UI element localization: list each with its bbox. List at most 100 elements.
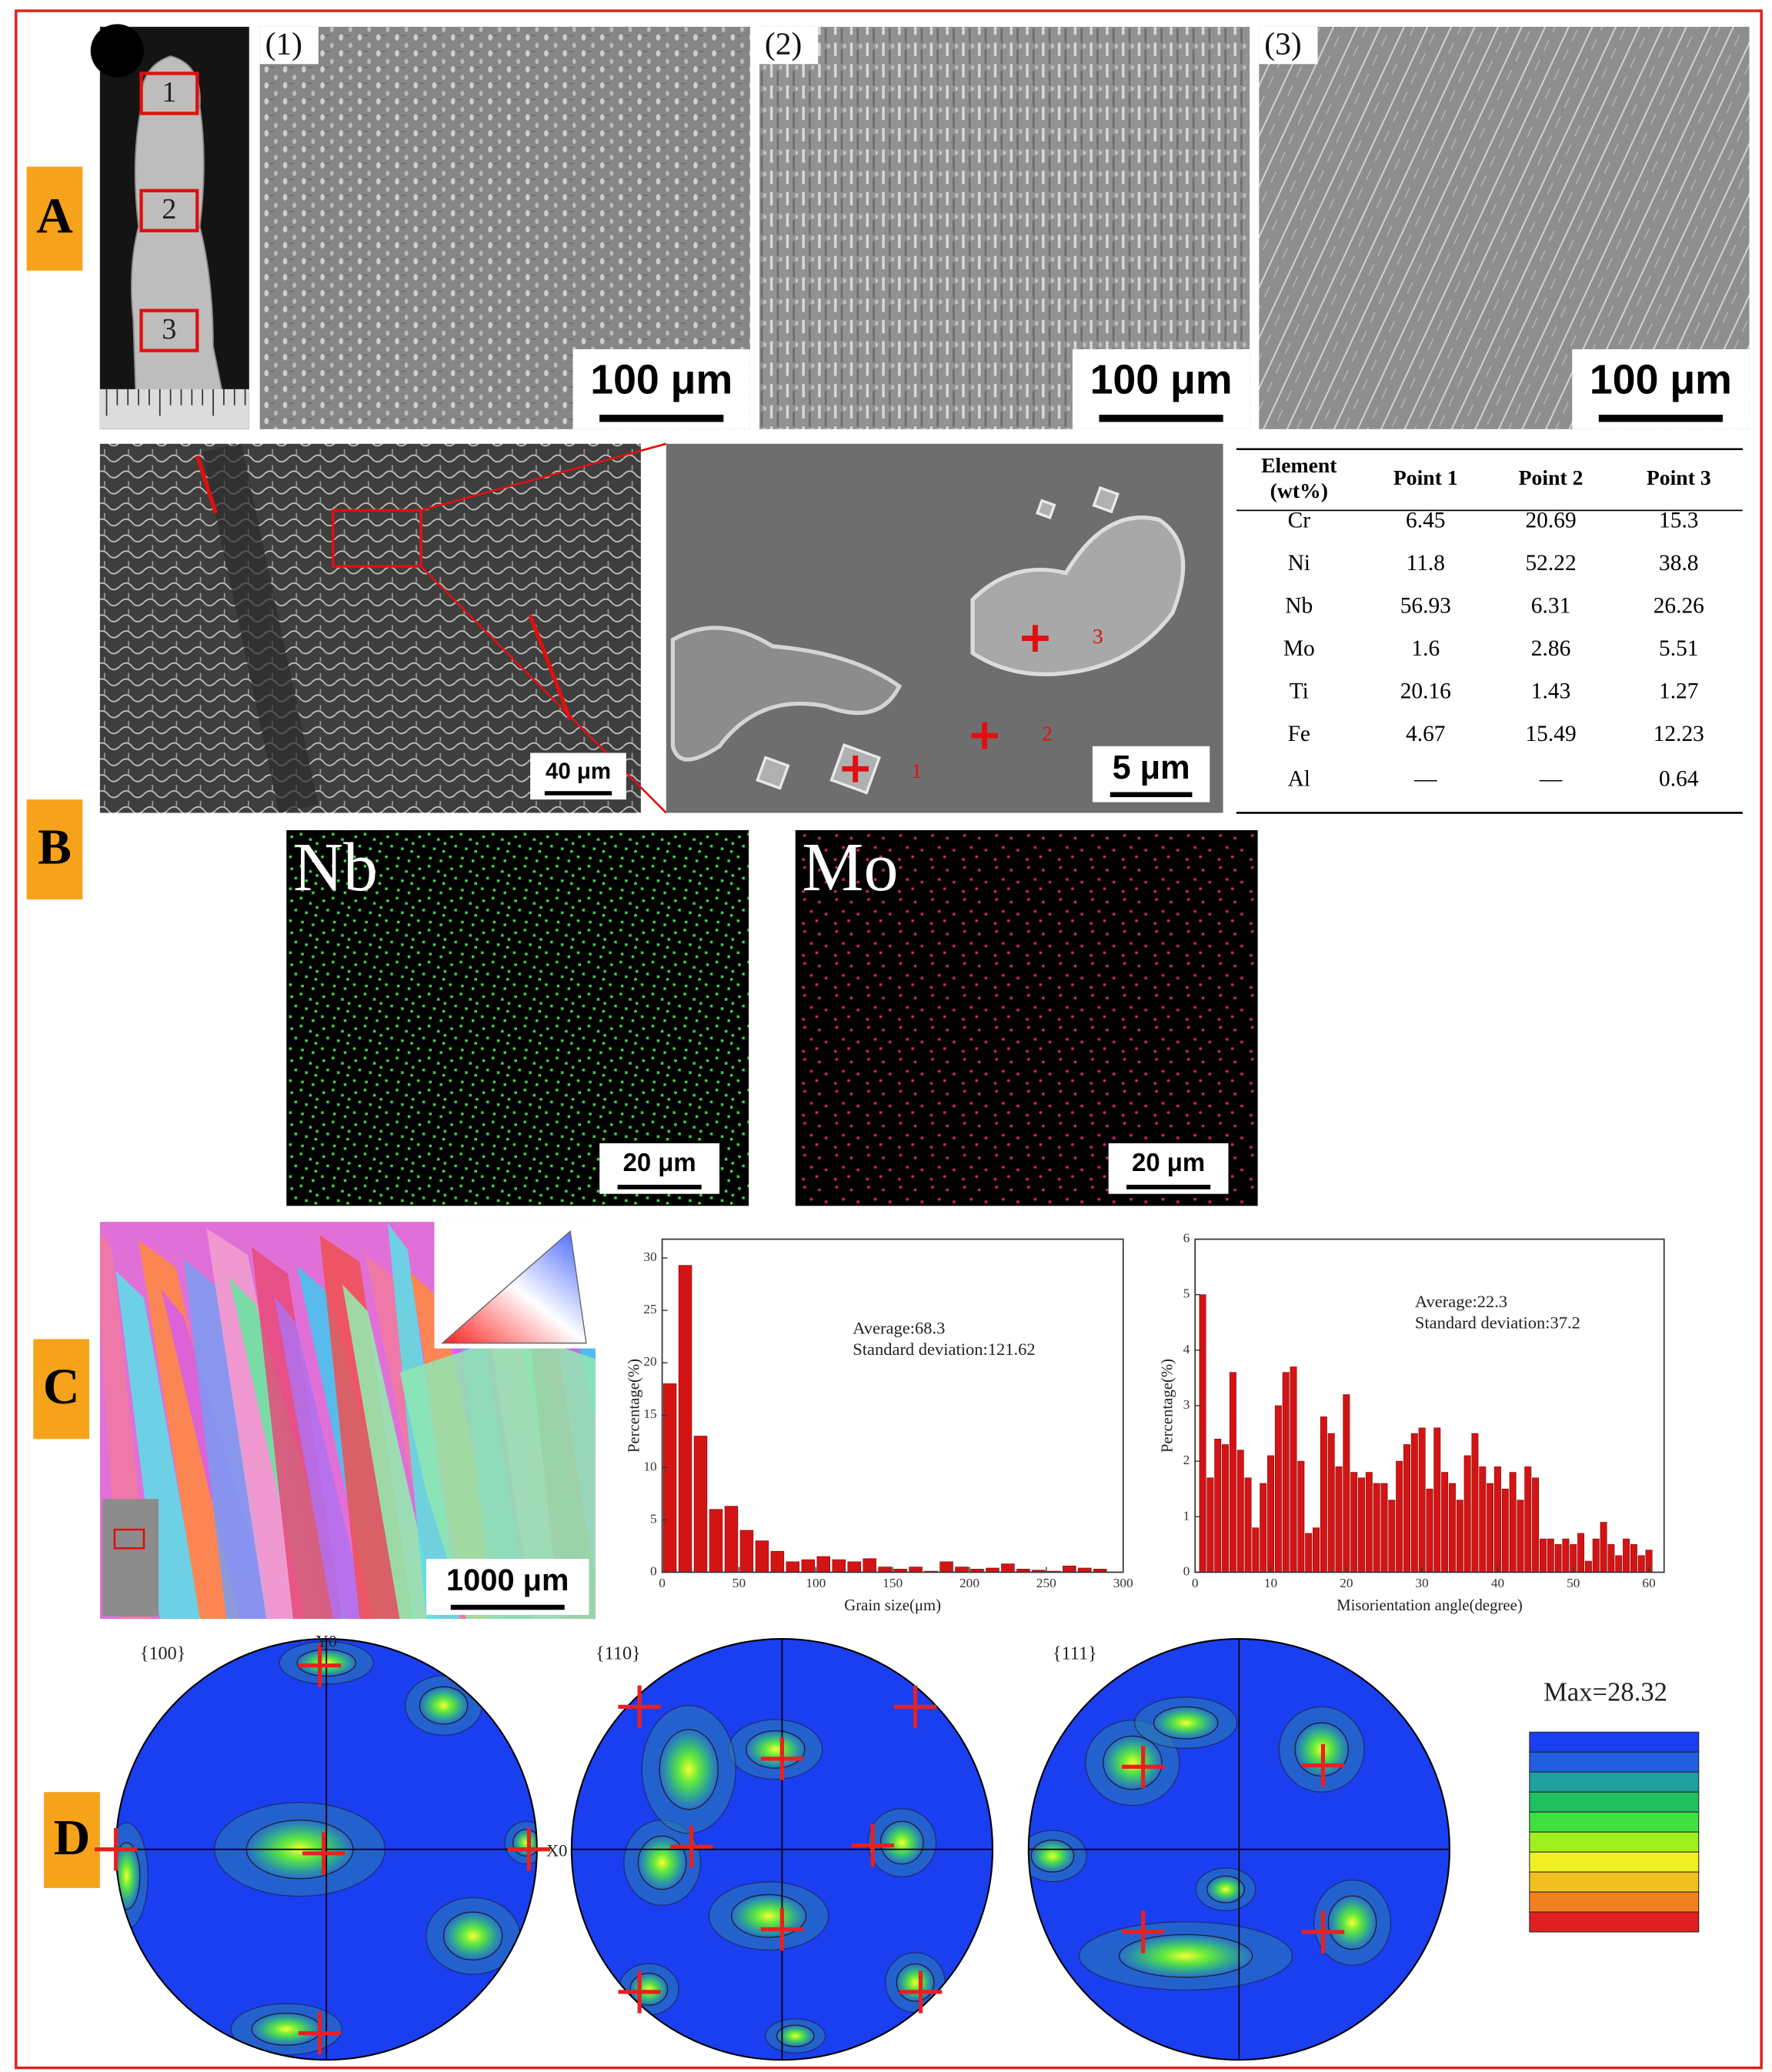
y-tick-label: 5 [1183, 1286, 1190, 1301]
panel-label: C [43, 1359, 80, 1415]
table-cell: 1.6 [1411, 636, 1440, 661]
table-cell: 6.31 [1531, 594, 1571, 619]
x-tick-label: 30 [1416, 1576, 1429, 1590]
colorbar-band [1529, 1731, 1700, 1753]
histogram-bar [1297, 1460, 1305, 1573]
histogram-bar [770, 1550, 785, 1573]
histogram-bar [1600, 1522, 1607, 1573]
histogram-bar [1388, 1500, 1396, 1573]
histogram-bar [1063, 1565, 1076, 1573]
table-cell: — [1539, 767, 1563, 792]
colorbar-band [1529, 1811, 1700, 1833]
table-header: Point 1 [1393, 465, 1458, 489]
region-box [139, 189, 199, 232]
grain [274, 1296, 368, 1620]
histogram-bar [1562, 1538, 1570, 1573]
y-tick-label: 1 [1183, 1508, 1190, 1523]
histogram-bar [1493, 1466, 1501, 1573]
histogram-bar [1199, 1294, 1206, 1573]
scale-bar-label: 5 μm [1113, 749, 1190, 786]
density-blob [1103, 1735, 1163, 1790]
scale-bar [450, 1604, 565, 1610]
scale-bar-label: 1000 μm [446, 1563, 569, 1597]
density-blob [1118, 1934, 1253, 1978]
density-blob [896, 1963, 935, 2002]
y-tick-label: 3 [1183, 1397, 1190, 1412]
histogram-bar [1517, 1500, 1524, 1573]
pole-figure [1027, 1638, 1450, 2061]
scale-bar-label: 20 μm [623, 1148, 696, 1176]
density-blob [637, 1835, 687, 1890]
histogram-bar [1229, 1372, 1236, 1573]
density-blob [1153, 1706, 1219, 1740]
measure-arrow [195, 455, 218, 514]
y-tick-label: 30 [643, 1250, 656, 1264]
histogram-bar [755, 1540, 769, 1573]
histogram-bar [1471, 1433, 1479, 1573]
histogram-bar [1267, 1455, 1275, 1573]
histogram-bar [955, 1567, 969, 1573]
y-axis-label: Percentage(%) [1158, 1359, 1176, 1453]
histogram-bar [939, 1561, 953, 1573]
histogram-bar [693, 1436, 708, 1573]
axis-label: Y0 [315, 1631, 337, 1650]
histogram-bar [1441, 1472, 1449, 1573]
phase-region [970, 515, 1186, 676]
scale-bar-label: 40 μm [546, 759, 611, 784]
table-cell: 20.69 [1525, 509, 1576, 533]
y-tick-label: 5 [650, 1511, 657, 1526]
panel-label: D [54, 1810, 91, 1866]
histogram-bar [832, 1559, 846, 1573]
scale-bar [1598, 415, 1724, 422]
histogram-bar [1539, 1538, 1547, 1573]
density-blob [745, 1730, 806, 1769]
histogram-bar [1554, 1544, 1562, 1573]
histogram-bar [1479, 1466, 1487, 1573]
grain [183, 1259, 272, 1620]
histogram-bar [1282, 1372, 1290, 1573]
histogram-bar [1463, 1455, 1471, 1573]
histogram-bar [909, 1567, 923, 1573]
x-tick-label: 50 [1567, 1576, 1580, 1590]
table-cell: 15.49 [1525, 722, 1576, 746]
colorbar-band [1529, 1871, 1700, 1893]
x-tick-label: 40 [1491, 1576, 1504, 1590]
particle [1092, 485, 1120, 514]
histogram-bar [1547, 1538, 1554, 1573]
histogram-bar [847, 1561, 861, 1573]
table-cell: 26.26 [1654, 594, 1704, 619]
x-axis-label: Grain size(μm) [844, 1597, 941, 1614]
histogram-bar [863, 1558, 876, 1573]
table-cell: Nb [1285, 594, 1313, 619]
density-blob [419, 1686, 469, 1725]
table-cell: 4.67 [1406, 722, 1446, 746]
histogram-bar [1532, 1477, 1540, 1573]
table-cell: 52.22 [1525, 551, 1576, 576]
histogram-bar [1449, 1483, 1456, 1573]
histogram-bar [1615, 1555, 1623, 1573]
histogram-bar [1350, 1472, 1358, 1573]
ipf-key [441, 1230, 587, 1344]
zoom-line [420, 442, 667, 512]
eds-element-label: Mo [802, 829, 898, 906]
histogram-bar [1623, 1538, 1630, 1573]
histogram-bar [1607, 1544, 1615, 1573]
zoom-region [332, 509, 422, 568]
panel-label: A [36, 189, 73, 245]
histogram-bar [1252, 1527, 1260, 1573]
point-label: 1 [911, 759, 922, 782]
scale-bar-label: 100 μm [1590, 357, 1732, 403]
y-tick-label: 10 [643, 1459, 656, 1473]
panel-label-box [44, 1792, 100, 1888]
particle [1035, 499, 1056, 519]
measure-arrow [528, 615, 572, 721]
annotation: Standard deviation:121.62 [853, 1340, 1035, 1359]
table-cell: 0.64 [1659, 767, 1699, 792]
scale-bar-label: 100 μm [590, 357, 732, 403]
x-tick-label: 60 [1642, 1576, 1655, 1590]
histogram-bar [801, 1559, 816, 1573]
histogram-bar [1410, 1433, 1418, 1573]
table-header: Element (wt%) [1261, 453, 1337, 502]
colorbar-band [1529, 1911, 1700, 1933]
